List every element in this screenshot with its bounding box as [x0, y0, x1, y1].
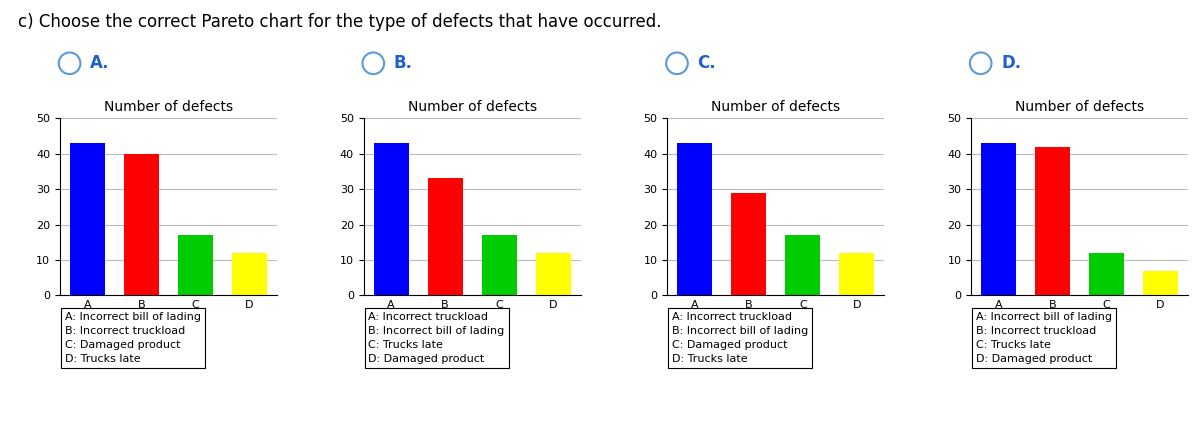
Text: c) Choose the correct Pareto chart for the type of defects that have occurred.: c) Choose the correct Pareto chart for t… [18, 13, 661, 31]
Bar [785, 235, 821, 295]
Text: A: Incorrect bill of lading
B: Incorrect truckload
C: Damaged product
D: Trucks : A: Incorrect bill of lading B: Incorrect… [65, 312, 200, 364]
Text: A: Incorrect truckload
B: Incorrect bill of lading
C: Damaged product
D: Trucks : A: Incorrect truckload B: Incorrect bill… [672, 312, 809, 364]
Text: A.: A. [90, 54, 109, 72]
Title: Number of defects: Number of defects [1015, 100, 1144, 114]
Bar [980, 143, 1016, 295]
Bar [677, 143, 713, 295]
Bar [1088, 253, 1124, 295]
Title: Number of defects: Number of defects [104, 100, 233, 114]
Title: Number of defects: Number of defects [408, 100, 536, 114]
Bar [178, 235, 214, 295]
Bar [481, 235, 517, 295]
Bar [232, 253, 268, 295]
Text: A: Incorrect bill of lading
B: Incorrect truckload
C: Trucks late
D: Damaged pro: A: Incorrect bill of lading B: Incorrect… [976, 312, 1112, 364]
Text: B.: B. [394, 54, 413, 72]
Title: Number of defects: Number of defects [712, 100, 840, 114]
Bar [373, 143, 409, 295]
Bar [427, 179, 463, 295]
Text: A: Incorrect truckload
B: Incorrect bill of lading
C: Trucks late
D: Damaged pro: A: Incorrect truckload B: Incorrect bill… [368, 312, 505, 364]
Bar [124, 154, 160, 295]
Bar [70, 143, 104, 295]
Bar [535, 253, 571, 295]
Text: C.: C. [697, 54, 716, 72]
Text: D.: D. [1001, 54, 1021, 72]
Bar [1144, 271, 1178, 295]
Bar [839, 253, 875, 295]
Bar [1034, 146, 1070, 295]
Bar [731, 192, 767, 295]
